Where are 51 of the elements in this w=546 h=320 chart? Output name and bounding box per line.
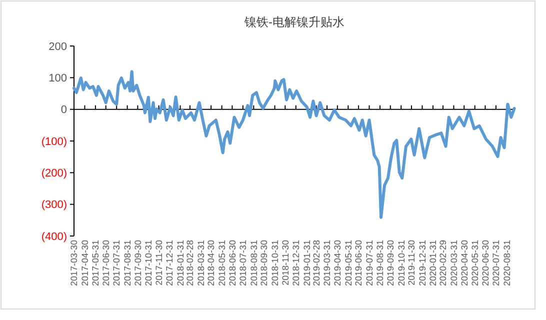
x-tick-label: 2017-03-30 [69, 240, 80, 286]
x-tick-label: 2018-04-30 [206, 240, 216, 286]
x-tick-label: 2018-06-30 [227, 240, 238, 286]
x-tick-label: 2019-04-30 [332, 240, 343, 286]
x-tick-label: 2019-11-30 [406, 240, 417, 286]
x-tick-label: 2019-12-31 [417, 240, 428, 286]
x-tick-label: 2019-03-31 [322, 240, 332, 286]
x-tick-label: 2019-08-31 [375, 240, 386, 286]
x-tick-label: 2018-05-31 [216, 240, 227, 286]
x-tick-label: 2017-05-31 [90, 240, 101, 286]
x-tick-label: 2018-10-31 [270, 240, 280, 286]
x-tick-label: 2017-10-31 [144, 240, 154, 286]
x-tick-label: 2019-07-31 [364, 240, 374, 286]
y-tick-label: (200) [41, 168, 67, 180]
x-tick-label: 2018-08-31 [248, 240, 259, 286]
x-tick-label: 2017-09-30 [132, 240, 143, 286]
x-tick-label: 2017-04-30 [80, 240, 90, 286]
x-tick-label: 2020-07-31 [491, 240, 502, 286]
x-tick-label: 2018-07-31 [238, 240, 248, 286]
line-series [72, 70, 516, 219]
x-tick-label: 2018-12-31 [291, 240, 302, 286]
y-tick-label: (100) [41, 136, 67, 148]
x-tick-label: 2017-12-31 [164, 240, 175, 286]
x-tick-label: 2018-03-31 [196, 240, 206, 286]
chart-title: 镍铁-电解镍升贴水 [244, 15, 344, 29]
x-tick-label: 2020-03-31 [448, 240, 459, 286]
x-tick-label: 2017-11-30 [154, 240, 164, 286]
x-tick-label: 2019-02-28 [311, 240, 322, 286]
x-tick-label: 2017-07-31 [112, 240, 122, 286]
y-tick-label: 200 [48, 40, 67, 53]
x-tick-label: 2019-01-31 [302, 240, 312, 286]
x-tick-label: 2019-06-30 [354, 240, 364, 286]
y-tick-label: (300) [41, 199, 67, 212]
x-tick-label: 2020-08-31 [502, 240, 512, 286]
x-tick-label: 2018-11-30 [280, 240, 290, 286]
x-tick-label: 2018-01-31 [175, 240, 186, 286]
x-tick-label: 2020-05-31 [470, 240, 480, 286]
x-tick-label: 2019-05-31 [343, 240, 354, 286]
x-tick-label: 2017-06-30 [100, 240, 111, 286]
x-tick-label: 2017-08-31 [122, 240, 132, 286]
x-tick-label: 2018-02-28 [185, 240, 196, 286]
x-tick-label: 2020-04-30 [459, 240, 470, 286]
y-tick-label: (400) [41, 230, 67, 243]
x-tick-label: 2019-10-31 [396, 240, 406, 286]
y-tick-label: 100 [48, 72, 67, 85]
x-tick-label: 2019-09-30 [386, 240, 396, 286]
x-tick-label: 2018-09-30 [259, 240, 270, 286]
x-tick-label: 2020-01-31 [428, 240, 438, 286]
y-tick-label: 0 [60, 104, 67, 116]
x-tick-label: 2020-06-30 [480, 240, 490, 286]
x-tick-label: 2020-02-29 [438, 240, 448, 286]
